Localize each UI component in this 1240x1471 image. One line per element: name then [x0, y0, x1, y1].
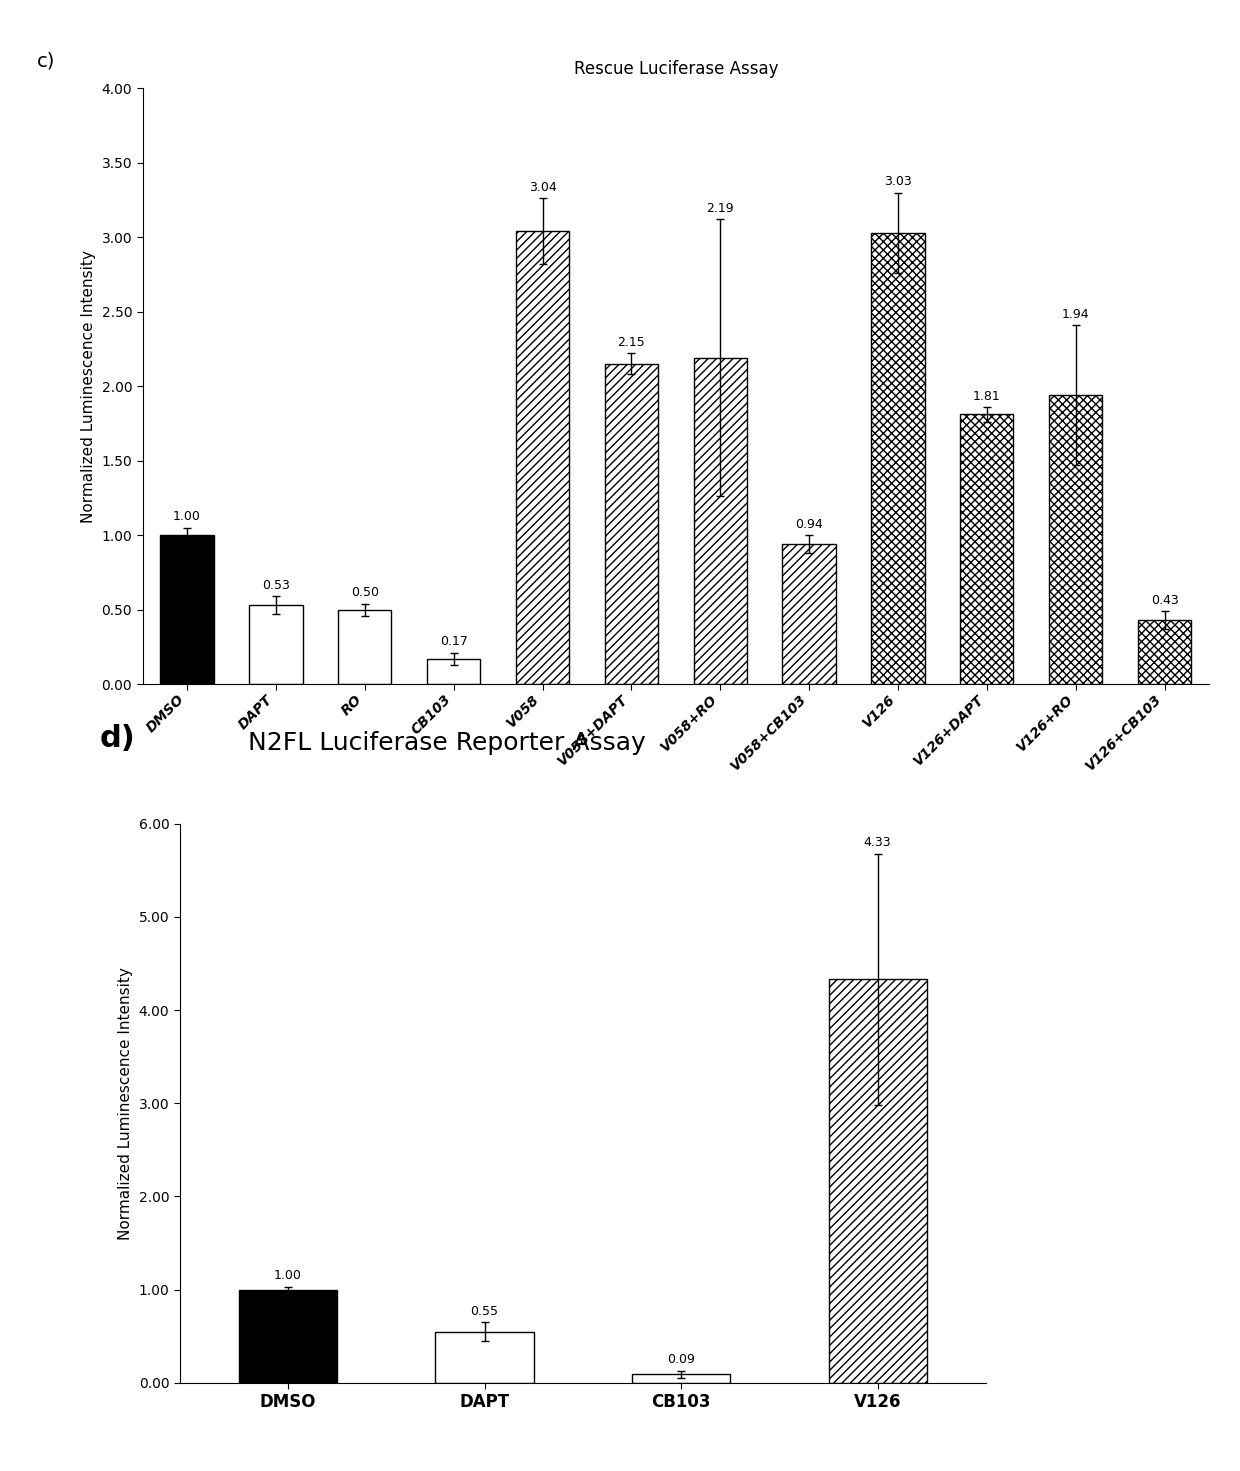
Bar	[872, 232, 925, 684]
Text: 2.15: 2.15	[618, 335, 645, 349]
Text: 1.94: 1.94	[1061, 307, 1090, 321]
Text: c): c)	[37, 51, 56, 71]
Text: 2.19: 2.19	[707, 202, 734, 215]
Text: d): d)	[99, 724, 135, 753]
Text: 1.00: 1.00	[174, 510, 201, 524]
Text: 3.03: 3.03	[884, 175, 911, 188]
Title: Rescue Luciferase Assay: Rescue Luciferase Assay	[574, 60, 777, 78]
Bar	[239, 1290, 337, 1383]
Text: 0.94: 0.94	[795, 518, 823, 531]
Text: 1.81: 1.81	[973, 390, 1001, 403]
Text: 0.50: 0.50	[351, 585, 378, 599]
Text: 3.04: 3.04	[528, 181, 557, 194]
Bar	[1049, 396, 1102, 684]
Text: 4.33: 4.33	[864, 836, 892, 849]
Text: 0.17: 0.17	[440, 635, 467, 649]
Text: 0.53: 0.53	[262, 578, 290, 591]
Bar	[828, 980, 926, 1383]
Bar	[516, 231, 569, 684]
Bar	[427, 659, 480, 684]
Bar	[435, 1331, 533, 1383]
Text: 0.43: 0.43	[1151, 594, 1178, 606]
Bar	[160, 535, 213, 684]
Text: 0.09: 0.09	[667, 1353, 696, 1367]
Bar	[960, 415, 1013, 684]
Text: N2FL Luciferase Reporter Assay: N2FL Luciferase Reporter Assay	[248, 731, 646, 755]
Bar	[693, 357, 746, 684]
Bar	[632, 1374, 730, 1383]
Y-axis label: Normalized Luminescence Intensity: Normalized Luminescence Intensity	[81, 250, 95, 522]
Bar	[782, 544, 836, 684]
Text: 1.00: 1.00	[274, 1269, 301, 1283]
Bar	[605, 363, 658, 684]
Text: 0.55: 0.55	[470, 1305, 498, 1318]
Y-axis label: Normalized Luminescence Intensity: Normalized Luminescence Intensity	[118, 966, 133, 1240]
Bar	[249, 605, 303, 684]
Bar	[1138, 619, 1192, 684]
Bar	[339, 609, 392, 684]
